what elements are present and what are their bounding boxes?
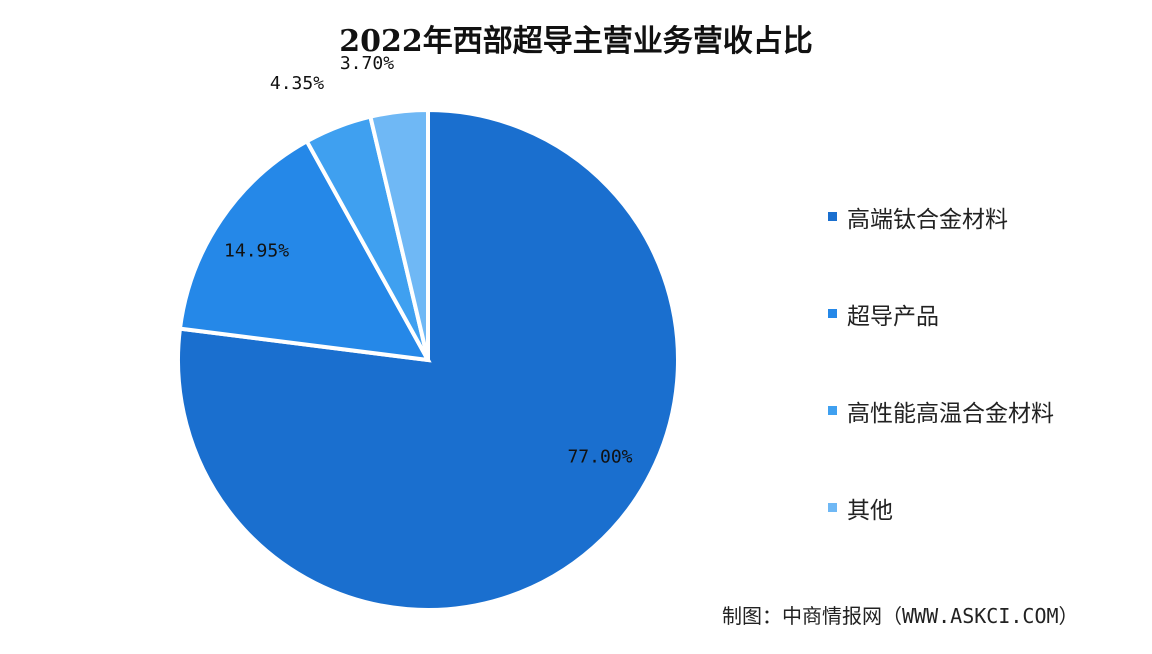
legend-swatch xyxy=(828,503,837,512)
chart-title: 2022年西部超导主营业务营收占比 xyxy=(339,24,813,59)
legend: 高端钛合金材料 超导产品 高性能高温合金材料 其他 xyxy=(828,168,1054,556)
legend-label: 高性能高温合金材料 xyxy=(847,400,1054,427)
pie-slice xyxy=(177,138,432,363)
legend-label: 超导产品 xyxy=(847,303,939,330)
slice-data-label: 77.00% xyxy=(567,447,632,468)
source-credit: 制图：中商情报网（WWW.ASKCI.COM） xyxy=(722,604,1079,628)
slice-data-label: 4.35% xyxy=(270,73,324,94)
slice-data-label: 3.70% xyxy=(340,53,394,74)
legend-item: 其他 xyxy=(828,459,1054,556)
legend-item: 超导产品 xyxy=(828,265,1054,362)
legend-label: 其他 xyxy=(847,497,893,524)
pie-slice xyxy=(367,107,430,361)
legend-label: 高端钛合金材料 xyxy=(847,206,1008,233)
legend-swatch xyxy=(828,406,837,415)
legend-item: 高端钛合金材料 xyxy=(828,168,1054,265)
legend-swatch xyxy=(828,309,837,318)
legend-swatch xyxy=(828,212,837,221)
slice-data-label: 14.95% xyxy=(224,241,289,262)
legend-item: 高性能高温合金材料 xyxy=(828,362,1054,459)
